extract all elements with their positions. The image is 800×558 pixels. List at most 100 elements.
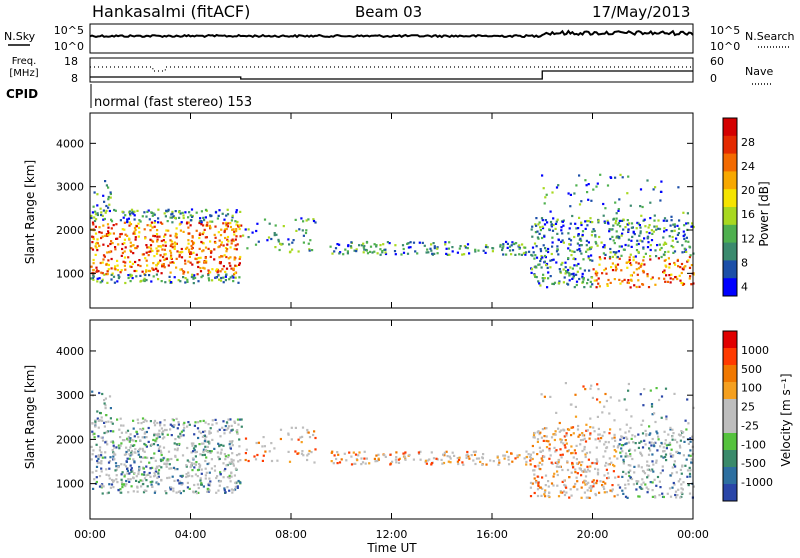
velocity-echo-cell [100, 416, 103, 419]
velocity-echo-cell [185, 473, 188, 476]
power-echo-cell [202, 224, 205, 227]
velocity-echo-cell [119, 436, 122, 439]
velocity-echo-cell [650, 441, 653, 444]
power-echo-cell [157, 217, 160, 220]
velocity-echo-cell [108, 477, 111, 480]
power-echo-cell [192, 282, 195, 285]
velocity-echo-cell [228, 440, 232, 443]
power-echo-cell [231, 216, 234, 219]
velocity-echo-cell [621, 489, 624, 492]
power-echo-cell [665, 229, 668, 232]
velocity-echo-cell [208, 482, 211, 485]
velocity-echo-cell [627, 479, 630, 482]
power-echo-cell [294, 218, 297, 221]
power-echo-cell [612, 251, 615, 254]
power-echo-cell [101, 272, 104, 275]
velocity-echo-cell [204, 467, 207, 470]
velocity-echo-cell [575, 444, 578, 447]
power-echo-cell [444, 241, 447, 244]
power-echo-cell [139, 264, 142, 268]
power-echo-cell [384, 252, 388, 256]
power-echo-cell [127, 276, 130, 280]
velocity-echo-cell [529, 495, 533, 498]
velocity-echo-cell [550, 461, 553, 464]
power-echo-cell [98, 226, 101, 229]
power-echo-cell [626, 281, 629, 284]
velocity-echo-cell [662, 495, 665, 499]
velocity-echo-cell [134, 440, 138, 443]
power-echo-cell [501, 248, 504, 252]
power-echo-cell [614, 222, 617, 225]
power-echo-cell [107, 206, 110, 209]
power-echo-cell [231, 228, 234, 231]
power-echo-cell [114, 248, 117, 251]
velocity-echo-cell [498, 461, 501, 464]
power-echo-cell [363, 245, 366, 248]
power-echo-cell [127, 217, 130, 220]
power-echo-cell [129, 241, 132, 244]
velocity-colorbar-swatch [723, 331, 737, 349]
velocity-echo-cell [635, 482, 639, 485]
power-echo-cell [592, 268, 595, 271]
power-echo-cell [578, 277, 581, 281]
power-echo-cell [110, 278, 113, 281]
power-echo-cell [576, 248, 579, 252]
velocity-echo-cell [96, 410, 99, 413]
velocity-echo-cell [297, 438, 300, 441]
power-echo-cell [578, 174, 581, 177]
power-echo-cell [137, 264, 140, 267]
power-echo-cell [153, 213, 156, 216]
velocity-echo-cell [228, 477, 231, 480]
velocity-echo-cell [404, 451, 407, 454]
power-echo-cell [292, 239, 295, 242]
velocity-echo-cell [588, 470, 591, 473]
power-echo-cell [542, 273, 545, 276]
velocity-echo-cell [601, 434, 604, 437]
velocity-echo-cell [588, 496, 591, 499]
power-echo-cell [668, 262, 671, 266]
power-echo-cell [191, 215, 194, 218]
velocity-echo-cell [507, 458, 510, 461]
power-echo-cell [228, 262, 231, 265]
power-echo-cell [597, 219, 600, 222]
velocity-echo-cell [162, 457, 165, 460]
velocity-echo-cell [185, 475, 188, 479]
power-echo-cell [445, 252, 448, 255]
velocity-echo-cell [664, 387, 668, 390]
velocity-echo-cell [595, 479, 599, 482]
velocity-echo-cell [146, 456, 149, 459]
power-echo-cell [586, 191, 589, 194]
velocity-echo-cell [110, 440, 113, 443]
power-echo-cell [161, 263, 164, 266]
nsearch-tick-bottom: 10^0 [710, 40, 740, 53]
power-echo-cell [282, 225, 285, 228]
power-echo-cell [676, 259, 679, 262]
power-echo-cell [116, 280, 119, 283]
velocity-echo-cell [100, 467, 103, 470]
velocity-echo-cell [575, 476, 578, 479]
power-echo-cell [149, 238, 152, 241]
velocity-echo-cell [170, 467, 173, 470]
power-echo-cell [225, 227, 228, 231]
velocity-echo-cell [584, 455, 587, 459]
power-echo-cell [654, 249, 657, 252]
power-echo-cell [566, 271, 569, 274]
velocity-echo-cell [572, 456, 575, 459]
velocity-echo-cell [665, 444, 668, 447]
velocity-echo-cell [191, 469, 194, 472]
velocity-echo-cell [127, 491, 130, 494]
velocity-colorbar-label: Velocity [m s⁻¹] [779, 373, 793, 466]
power-echo-cell [130, 250, 133, 253]
velocity-echo-cell [365, 457, 368, 460]
power-echo-cell [615, 212, 618, 215]
power-echo-cell [518, 247, 521, 250]
power-echo-cell [672, 246, 675, 249]
power-colorbar-tick: 8 [741, 256, 748, 269]
velocity-echo-cell [541, 463, 544, 466]
velocity-echo-cell [144, 456, 147, 459]
velocity-echo-cell [567, 449, 570, 452]
power-echo-cell [239, 255, 242, 259]
velocity-echo-cell [356, 459, 359, 462]
date-title: 17/May/2013 [592, 3, 690, 21]
velocity-echo-cell [430, 462, 434, 465]
